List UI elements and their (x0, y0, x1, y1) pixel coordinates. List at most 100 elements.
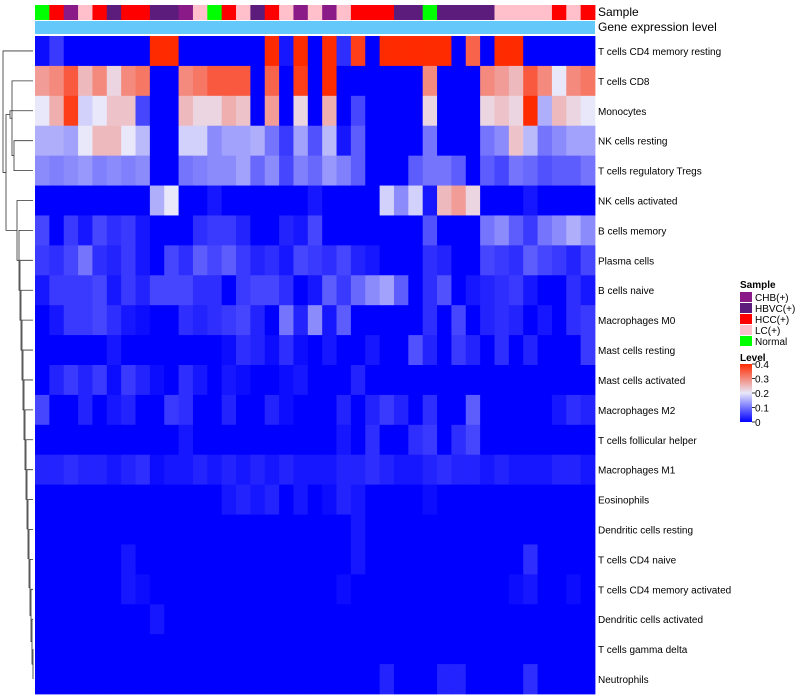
heatmap-cell (178, 65, 194, 97)
heatmap-cell (149, 365, 165, 396)
heatmap-cell (566, 275, 582, 306)
heatmap-cell (350, 574, 366, 605)
heatmap-cell (221, 36, 237, 67)
heatmap-cell (336, 484, 352, 515)
heatmap-cell (106, 634, 122, 665)
heatmap-cell (49, 65, 65, 97)
heatmap-cell (63, 305, 79, 336)
heatmap-cell (551, 454, 567, 486)
heatmap-cell (236, 155, 251, 186)
heatmap-cell (465, 215, 481, 246)
dendrogram-branch (29, 559, 33, 616)
heatmap-cell (207, 305, 223, 336)
heatmap-cell (523, 305, 538, 336)
heatmap-cell (494, 36, 510, 67)
heatmap-cell (508, 305, 524, 336)
heatmap-cell (480, 245, 495, 276)
heatmap-cell (437, 664, 452, 695)
heatmap-cell (580, 65, 596, 97)
heatmap-cell (580, 664, 596, 695)
heatmap-cell (135, 634, 151, 665)
heatmap-cell (49, 394, 65, 426)
heatmap-cell (293, 65, 309, 97)
heatmap-cell (437, 454, 452, 486)
heatmap-cell (566, 245, 582, 276)
heatmap-cell (307, 604, 323, 635)
heatmap-cell (192, 36, 208, 67)
heatmap-cell (537, 275, 553, 306)
heatmap-cell (580, 544, 596, 575)
heatmap-cell (192, 65, 208, 97)
heatmap-cell (192, 365, 208, 396)
heatmap-cell (379, 125, 395, 157)
heatmap-cell (537, 65, 553, 97)
heatmap-cell (322, 544, 337, 575)
heatmap-cell (149, 305, 165, 336)
heatmap-cell (178, 155, 194, 186)
heatmap-cell (551, 604, 567, 635)
heatmap-cell (437, 245, 452, 276)
heatmap-cell (523, 155, 538, 186)
heatmap-cell (35, 335, 50, 366)
sample-cell (106, 5, 122, 20)
heatmap-cell (192, 155, 208, 186)
heatmap-cell (451, 484, 467, 515)
heatmap-cell (279, 574, 294, 605)
heatmap-cell (207, 604, 223, 635)
heatmap-cell (178, 514, 194, 545)
heatmap-cell (250, 514, 266, 545)
heatmap-cell (537, 185, 553, 216)
heatmap-cell (451, 365, 467, 396)
heatmap-cell (465, 305, 481, 336)
heatmap-cell (465, 335, 481, 366)
heatmap-cell (135, 484, 151, 515)
heatmap-cell (566, 65, 582, 97)
heatmap-cell (537, 544, 553, 575)
heatmap-cell (293, 365, 309, 396)
heatmap-cell (178, 95, 194, 127)
sample-cell (192, 5, 208, 20)
heatmap-cell (393, 125, 409, 157)
heatmap-cell (580, 36, 596, 67)
heatmap-cell (92, 424, 108, 456)
heatmap-cell (121, 424, 136, 456)
heatmap-cell (336, 36, 352, 67)
heatmap-cell (537, 634, 553, 665)
heatmap-cell (408, 514, 424, 545)
heatmap-cell (365, 574, 381, 605)
heatmap-cell (149, 604, 165, 635)
heatmap-cell (236, 394, 251, 426)
heatmap-cell (350, 544, 366, 575)
heatmap-cell (78, 574, 93, 605)
heatmap-cell (106, 275, 122, 306)
heatmap-cell (523, 215, 538, 246)
sample-cell (350, 5, 366, 20)
heatmap-cell (408, 305, 424, 336)
heatmap-cell (63, 185, 79, 216)
heatmap-cell (494, 664, 510, 695)
heatmap-cell (135, 335, 151, 366)
heatmap-cell (35, 424, 50, 456)
heatmap-cell (149, 245, 165, 276)
heatmap-cell (293, 155, 309, 186)
heatmap-cell (350, 664, 366, 695)
heatmap-cell (379, 215, 395, 246)
heatmap-cell (178, 394, 194, 426)
heatmap-cell (236, 335, 251, 366)
heatmap-cell (494, 245, 510, 276)
heatmap-cell (49, 454, 65, 486)
heatmap-cell (92, 185, 108, 216)
heatmap-cell (106, 454, 122, 486)
heatmap-cell (250, 215, 266, 246)
heatmap-cell (78, 245, 93, 276)
heatmap-cell (63, 514, 79, 545)
heatmap-cell (178, 424, 194, 456)
heatmap-cell (178, 245, 194, 276)
heatmap-cell (480, 155, 495, 186)
heatmap-cell (393, 394, 409, 426)
sample-cell (523, 5, 538, 20)
heatmap-cell (49, 125, 65, 157)
heatmap-cell (63, 394, 79, 426)
heatmap-cell (121, 604, 136, 635)
heatmap-cell (264, 365, 280, 396)
